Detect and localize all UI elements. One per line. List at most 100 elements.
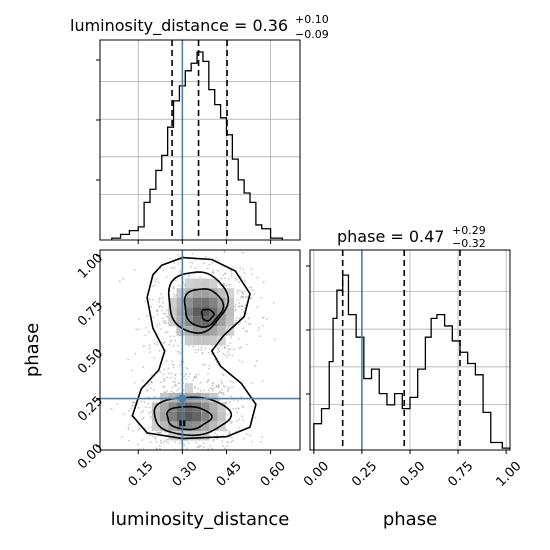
scatter-point	[169, 245, 171, 247]
phase-ytick-label-2: 0.50	[75, 346, 106, 377]
scatter-point	[190, 242, 192, 244]
scatter-point	[198, 446, 200, 449]
scatter-point	[180, 360, 183, 363]
x-axis-label-luminosity-distance: luminosity_distance	[111, 509, 290, 530]
scatter-point	[220, 277, 223, 280]
scatter-point	[218, 392, 220, 394]
contours	[131, 256, 257, 440]
scatter-point	[230, 395, 232, 398]
scatter-point	[212, 269, 215, 272]
scatter-point	[202, 389, 205, 392]
scatter-point	[204, 256, 207, 259]
scatter-point	[128, 439, 130, 442]
scatter-point	[218, 395, 221, 398]
scatter-point	[172, 366, 175, 369]
scatter-point	[254, 416, 257, 419]
scatter-point	[273, 338, 276, 341]
density-cell	[160, 421, 169, 431]
scatter-point	[149, 411, 152, 413]
scatter-point	[199, 381, 202, 384]
scatter-point	[239, 267, 242, 269]
scatter-point	[153, 357, 156, 359]
density-cell	[201, 421, 210, 431]
density-cell	[217, 335, 226, 346]
scatter-point	[178, 351, 181, 353]
scatter-point	[198, 444, 201, 447]
scatter-point	[240, 346, 242, 349]
scatter-point	[162, 297, 164, 299]
scatter-point	[163, 378, 166, 381]
scatter-point	[131, 429, 134, 432]
scatter-point	[145, 326, 148, 329]
scatter-point	[244, 279, 246, 282]
scatter-point	[215, 257, 218, 259]
scatter-point	[142, 447, 145, 450]
hist-phase-histogram-step	[313, 274, 510, 450]
scatter-point	[229, 380, 232, 383]
scatter-point	[242, 406, 245, 409]
scatter-point	[217, 347, 219, 349]
scatter-point	[241, 291, 244, 294]
scatter-point	[155, 440, 158, 443]
scatter-point	[217, 348, 220, 351]
scatter-point	[204, 363, 207, 366]
density-cell	[209, 297, 218, 308]
scatter-point	[194, 385, 197, 388]
scatter-point	[222, 392, 225, 394]
contour-upper-core	[200, 308, 215, 322]
scatter-point	[243, 290, 246, 292]
contour-upper-mid	[167, 271, 230, 334]
scatter-point	[206, 451, 208, 453]
scatter-point	[216, 437, 219, 440]
scatter-point	[116, 402, 119, 405]
ld-xtick-label-3: 0.60	[258, 459, 289, 490]
scatter-point	[241, 305, 244, 308]
scatter-point	[155, 278, 158, 280]
scatter-point	[196, 446, 199, 448]
contour-outer	[131, 256, 257, 440]
scatter-point	[216, 434, 219, 437]
scatter-point	[253, 293, 256, 295]
scatter-point	[224, 354, 227, 357]
density-cell	[217, 316, 226, 327]
scatter-point	[230, 336, 233, 339]
density-cell	[209, 402, 218, 412]
density-cell	[192, 421, 202, 431]
scatter-point	[187, 375, 190, 378]
scatter-point	[188, 275, 191, 277]
density-cell	[192, 288, 202, 298]
scatter-point	[221, 440, 224, 442]
scatter-point	[192, 379, 195, 382]
scatter-point	[246, 433, 248, 435]
scatter-point	[159, 370, 162, 373]
density-2d-plot-area	[100, 242, 300, 457]
scatter-point	[238, 317, 241, 320]
scatter-point	[163, 380, 165, 382]
hist-phase-plot-area	[310, 250, 510, 450]
scatter-point	[163, 368, 166, 371]
scatter-point	[195, 451, 197, 453]
scatter-point	[122, 277, 125, 280]
scatter-point	[174, 453, 176, 455]
scatter-point	[169, 257, 171, 260]
scatter-point	[228, 353, 230, 356]
scatter-point	[163, 341, 166, 344]
scatter-point	[172, 267, 174, 270]
scatter-point	[162, 386, 165, 388]
scatter-point	[169, 266, 172, 269]
scatter-point	[234, 303, 237, 306]
scatter-point	[199, 389, 202, 392]
scatter-point	[186, 447, 188, 450]
density-cell	[176, 431, 185, 441]
scatter-point	[144, 406, 147, 409]
scatter-point	[172, 380, 175, 383]
scatter-point	[237, 455, 239, 457]
scatter-point	[234, 277, 237, 280]
scatter-point	[162, 373, 165, 376]
scatter-point	[178, 382, 180, 385]
density-cell	[192, 335, 202, 346]
scatter-point	[237, 323, 240, 326]
scatter-point	[183, 375, 186, 378]
scatter-point	[257, 329, 259, 332]
scatter-point	[228, 277, 231, 280]
